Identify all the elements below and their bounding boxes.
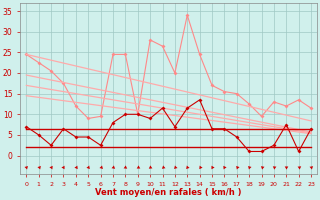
X-axis label: Vent moyen/en rafales ( km/h ): Vent moyen/en rafales ( km/h ) [95,188,242,197]
